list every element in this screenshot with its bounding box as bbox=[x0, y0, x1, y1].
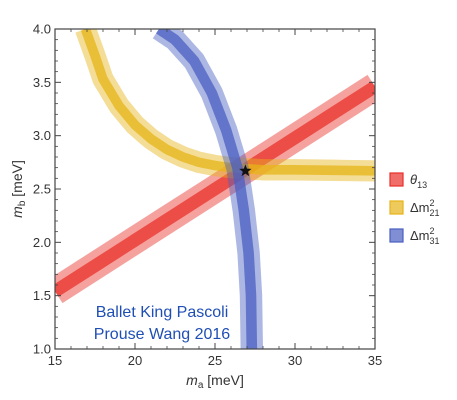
inner-band-31 bbox=[155, 29, 258, 349]
legend-swatch bbox=[389, 228, 404, 243]
band-31 bbox=[149, 29, 263, 349]
best-fit-star bbox=[239, 164, 252, 177]
legend-label: θ13 bbox=[410, 172, 427, 190]
y-tick-label: 3.0 bbox=[33, 128, 51, 143]
x-tick-label: 25 bbox=[208, 353, 222, 368]
x-tick-label: 30 bbox=[288, 353, 302, 368]
x-tick-label: 15 bbox=[48, 353, 62, 368]
x-axis-label: ma [meV] bbox=[186, 372, 244, 391]
legend: θ13 Δm2 21 Δm2 31 bbox=[389, 172, 440, 246]
y-tick-label: 1.5 bbox=[33, 288, 51, 303]
legend-item-13: θ13 bbox=[389, 172, 427, 190]
annotation-line-2: Prouse Wang 2016 bbox=[94, 326, 230, 343]
legend-swatch bbox=[389, 172, 404, 187]
legend-label: Δm2 31 bbox=[410, 226, 440, 246]
y-tick-label: 3.5 bbox=[33, 75, 51, 90]
y-tick-label: 2.5 bbox=[33, 182, 51, 197]
y-tick-label: 2.0 bbox=[33, 235, 51, 250]
band-21 bbox=[75, 29, 375, 182]
legend-label: Δm2 21 bbox=[410, 198, 440, 218]
annotation-line-1: Ballet King Pascoli bbox=[96, 304, 229, 321]
legend-swatch bbox=[389, 200, 404, 215]
x-tick-label: 20 bbox=[128, 353, 142, 368]
band-13 bbox=[55, 74, 375, 304]
y-tick-label: 4.0 bbox=[33, 22, 51, 37]
legend-item-21: Δm2 21 bbox=[389, 198, 440, 218]
inner-band-21 bbox=[80, 29, 375, 176]
x-tick-label: 35 bbox=[368, 353, 382, 368]
y-axis-label: mb [meV] bbox=[9, 160, 28, 218]
legend-item-31: Δm2 31 bbox=[389, 226, 440, 246]
y-tick-label: 1.0 bbox=[33, 342, 51, 357]
inner-band-13 bbox=[55, 81, 375, 297]
